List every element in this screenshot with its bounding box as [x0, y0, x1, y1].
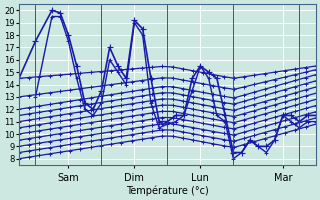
- X-axis label: Température (°c): Température (°c): [126, 185, 209, 196]
